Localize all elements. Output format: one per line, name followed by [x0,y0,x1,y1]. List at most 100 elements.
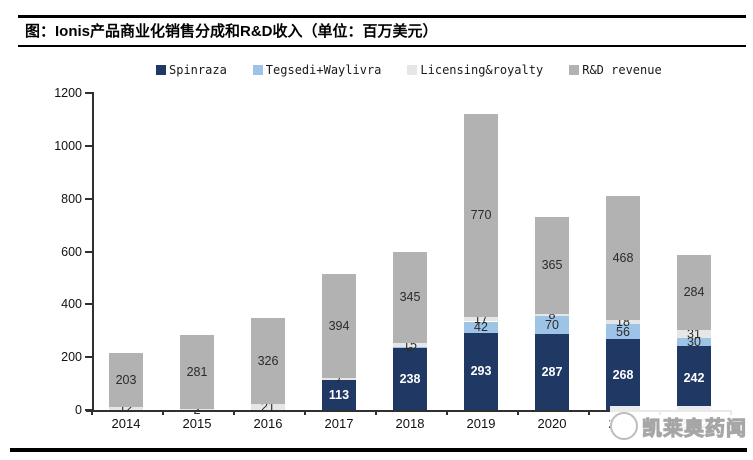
bar-segment-licensing-royalty [322,378,356,381]
x-axis-label: 2020 [537,416,567,431]
bar-segment-licensing-royalty [251,404,285,410]
y-axis-line [92,92,94,411]
watermark: 凯莱奥药闻 [610,406,753,446]
bar-value-label-spinraza: 293 [470,364,492,379]
y-axis-tick [85,144,92,147]
legend-item-licensing-royalty: Licensing&royalty [407,63,543,77]
bar-segment-r-d-revenue [109,353,143,407]
bar-value-label-r-d-revenue: 284 [683,285,705,300]
bar-segment-r-d-revenue [535,217,569,314]
bar-value-label-r-d-revenue: 326 [257,354,279,369]
x-axis-tick [161,410,164,415]
legend-item-tegsedi-waylivra: Tegsedi+Waylivra [252,63,382,77]
y-axis-tick [85,250,92,253]
x-axis-tick [374,410,377,415]
bar-segment-licensing-royalty [606,319,640,325]
bar-segment-tegsedi-waylivra [393,346,427,348]
bar-segment-licensing-royalty [180,409,214,410]
x-axis-label: 2017 [324,416,354,431]
legend-swatch-icon [252,65,263,75]
legend-swatch-icon [407,65,418,75]
bar-segment-spinraza [393,347,427,410]
bar-value-label-r-d-revenue: 345 [399,289,421,304]
bar-segment-r-d-revenue [251,318,285,405]
x-axis-label: 2015 [182,416,212,431]
bar-value-label-tegsedi-waylivra: 70 [545,317,559,332]
x-axis-label: 2018 [395,416,425,431]
bar-value-label-spinraza: 242 [683,370,705,385]
x-axis-label: 2014 [111,416,141,431]
x-axis-tick [587,410,590,415]
bar-segment-r-d-revenue [393,251,427,343]
bar-segment-r-d-revenue [606,196,640,320]
bar-value-label-spinraza: 268 [612,367,634,382]
bar-segment-tegsedi-waylivra [464,321,498,333]
bar-segment-spinraza [464,332,498,410]
legend-label: Tegsedi+Waylivra [265,63,382,77]
y-axis-label: 800 [61,191,82,206]
x-axis-label: 2016 [253,416,283,431]
bar-segment-licensing-royalty [109,406,143,410]
y-axis-tick [85,303,92,306]
x-axis-tick [232,410,235,415]
bar-value-label-r-d-revenue: 468 [612,250,634,265]
bar-value-label-tegsedi-waylivra: 2 [406,339,414,354]
bar-segment-licensing-royalty [464,317,498,322]
x-axis-tick [445,410,448,415]
x-axis-tick [90,410,93,415]
bar-segment-spinraza [535,334,569,410]
bar-value-label-r-d-revenue: 365 [541,258,563,273]
bar-value-label-licensing-royalty: 2 [193,402,201,417]
bar-value-label-r-d-revenue: 203 [115,372,137,387]
legend-label: Spinraza [169,63,227,77]
watermark-text: 凯莱奥药闻 [642,417,747,440]
y-axis-label: 200 [61,350,82,365]
bar-value-label-r-d-revenue: 394 [328,319,350,333]
bar-segment-r-d-revenue [677,254,711,330]
bar-segment-licensing-royalty [677,329,711,339]
bar-segment-spinraza [606,339,640,410]
y-axis-label: 400 [61,297,82,312]
bar-segment-licensing-royalty [393,342,427,347]
x-axis-line [86,410,732,412]
y-axis-label: 0 [75,403,82,417]
page-bottom-rule [10,448,747,452]
legend-swatch-icon [156,65,166,75]
bar-value-label-licensing-royalty: 8 [548,307,556,322]
title-bottom-rule [18,45,746,47]
chart-legend: Spinraza Tegsedi+Waylivra Licensing&royalt… [156,63,662,77]
bar-value-label-r-d-revenue: 770 [470,208,492,223]
bar-segment-r-d-revenue [322,274,356,379]
bar-value-label-tegsedi-waylivra: 56 [616,324,630,339]
bar-segment-r-d-revenue [180,335,214,410]
bar-value-label-spinraza: 113 [328,387,350,402]
legend-swatch-icon [569,65,580,75]
y-axis-label: 1200 [54,86,82,100]
watermark-logo-icon [610,412,638,440]
bar-value-label-spinraza: 238 [399,371,421,386]
bar-segment-tegsedi-waylivra [677,338,711,347]
legend-item-spinraza: Spinraza [156,63,227,77]
legend-label: R&D revenue [582,63,662,77]
bar-segment-spinraza [677,346,711,410]
x-axis-label: 2019 [466,416,496,431]
page-title: 图：Ionis产品商业化销售分成和R&D收入（单位：百万美元） [25,23,438,40]
bar-value-label-tegsedi-waylivra: 30 [687,334,701,349]
legend-label: Licensing&royalty [420,63,544,77]
bar-segment-tegsedi-waylivra [606,324,640,340]
title-top-rule [18,15,746,18]
bar-value-label-r-d-revenue: 281 [186,365,208,380]
bar-value-label-licensing-royalty: 31 [687,326,701,341]
y-axis-tick [85,92,92,94]
bar-segment-r-d-revenue [464,113,498,317]
y-axis-label: 1000 [54,138,82,153]
bar-value-label-tegsedi-waylivra: 42 [474,319,488,334]
bar-value-label-licensing-royalty: 7 [335,371,343,386]
bar-segment-spinraza [322,380,356,410]
bar-value-label-spinraza: 287 [541,364,563,379]
y-axis-tick [85,197,92,200]
y-axis-tick [85,356,92,359]
x-axis-tick [516,410,519,415]
x-axis-tick [303,410,306,415]
